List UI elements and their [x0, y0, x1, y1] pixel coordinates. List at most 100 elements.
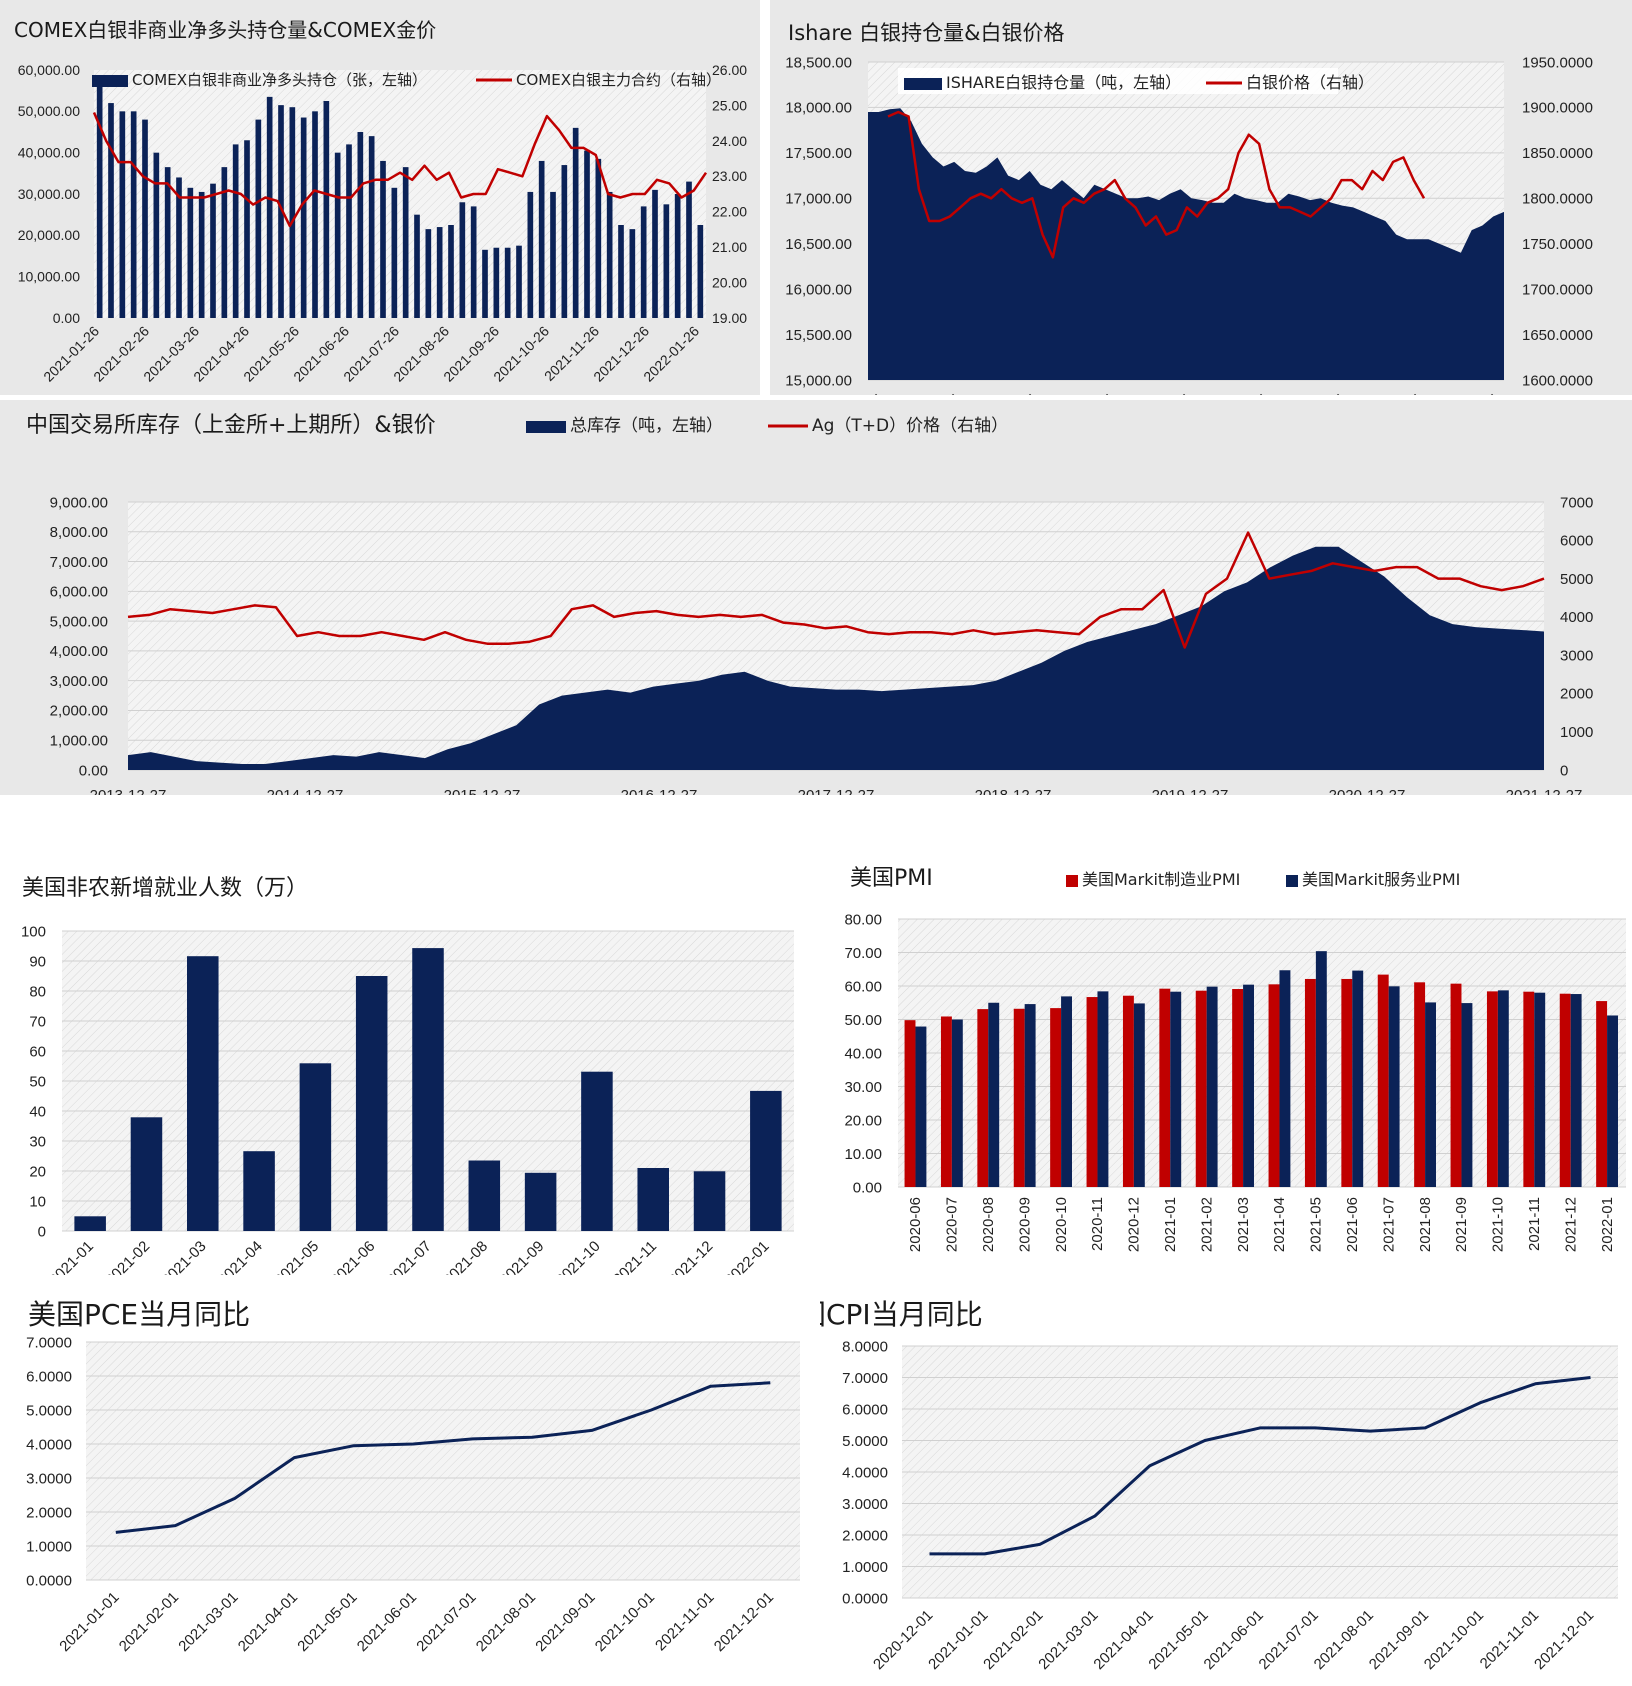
- y-left-tick-label: 6,000.00: [50, 584, 108, 601]
- y-left-tick-label: 17,000.00: [785, 191, 852, 208]
- x-tick-label: 2020-07: [944, 1197, 961, 1252]
- x-tick-label: 2021-11: [610, 1238, 660, 1275]
- y-right-tick-label: 1850.0000: [1522, 145, 1593, 162]
- bar: [130, 111, 137, 318]
- y-left-tick-label: 0.0000: [842, 1590, 888, 1607]
- x-tick-label: 2021-12-01: [1531, 1607, 1597, 1673]
- bar: [436, 227, 443, 318]
- bar: [1341, 978, 1353, 1187]
- y-right-tick-label: 25.00: [712, 97, 747, 113]
- y-left-tick-label: 5.0000: [26, 1402, 72, 1419]
- bar: [425, 229, 432, 318]
- bar: [1086, 997, 1098, 1187]
- y-left-tick-label: 20,000.00: [18, 227, 80, 243]
- y-left-tick-label: 0: [38, 1223, 46, 1240]
- bar: [1352, 970, 1364, 1187]
- x-tick-label: 2021-07: [384, 1238, 435, 1275]
- y-left-tick-label: 30: [29, 1133, 46, 1150]
- bar: [323, 101, 330, 318]
- ishare-chart: Ishare 白银持仓量&白银价格 15,000.00 15,500.00 16,00…: [785, 21, 1593, 395]
- series-line: [929, 1376, 1591, 1556]
- x-tick-label: 2...: [1394, 385, 1419, 395]
- x-tick-label: 2...: [1163, 385, 1188, 395]
- y-right-tick-label: 5000: [1560, 571, 1593, 588]
- legend-item-line: COMEX白银主力合约（右轴）: [516, 71, 721, 89]
- bar: [278, 105, 284, 318]
- y-right-tick-label: 1650.0000: [1522, 327, 1593, 344]
- legend-item-line: Ag（T+D）价格（右轴）: [812, 416, 1008, 436]
- x-tick-label: 2015-12-27: [444, 787, 521, 795]
- x-tick-label: 2...: [855, 385, 880, 395]
- x-tick-label: 2021-09: [496, 1238, 547, 1275]
- bar: [1170, 991, 1182, 1187]
- x-tick-label: 2...: [1086, 385, 1111, 395]
- y-left-tick-label: 50: [29, 1073, 46, 1090]
- bar: [187, 187, 194, 318]
- x-tick-label: 2021-10: [1490, 1197, 1507, 1252]
- bar: [1133, 1003, 1145, 1187]
- bar: [951, 1019, 963, 1187]
- bar: [244, 140, 250, 318]
- bar: [119, 111, 126, 318]
- y-left-tick-label: 7.0000: [842, 1370, 888, 1387]
- y-left-tick-label: 40: [29, 1103, 46, 1120]
- pmi-chart: 美国PMI 美国Markit制造业PMI 美国Markit服务业PMI 0.00 10.…: [844, 866, 1626, 1252]
- bar: [1097, 991, 1109, 1187]
- x-tick-label: 2021-02-01: [116, 1589, 182, 1655]
- y-left-tick-label: 50,000.00: [18, 103, 80, 119]
- x-tick-label: 2021-01: [1162, 1197, 1179, 1252]
- x-tick-label: 2021-04: [215, 1238, 266, 1275]
- x-tick-label: 2021-04: [1271, 1197, 1288, 1252]
- x-tick-label: 2021-07-01: [413, 1589, 479, 1655]
- bar: [459, 202, 466, 318]
- x-tick-label: 2021-11-01: [652, 1589, 717, 1654]
- x-tick-label: 2021-06: [1344, 1197, 1361, 1252]
- bar: [493, 247, 500, 318]
- bar: [346, 144, 352, 318]
- y-left-tick-label: 15,000.00: [785, 372, 852, 389]
- y-left-tick-label: 30,000.00: [18, 186, 80, 202]
- y-left-tick-label: 20: [29, 1163, 46, 1180]
- sge-chart: 中国交易所库存（上金所+上期所）&银价 总库存（吨，左轴） Ag（T+D）价格（右轴…: [26, 413, 1593, 795]
- bar: [448, 225, 454, 318]
- bar: [581, 1071, 613, 1231]
- bar: [1486, 991, 1498, 1187]
- ishare-chart-panel: Ishare 白银持仓量&白银价格 15,000.00 15,500.00 16,00…: [770, 0, 1632, 395]
- y-left-tick-label: 15,500.00: [785, 327, 852, 344]
- bar: [108, 103, 114, 318]
- y-right-tick-label: 1750.0000: [1522, 236, 1593, 253]
- y-left-tick-label: 7.0000: [26, 1334, 72, 1351]
- bar: [74, 1216, 106, 1231]
- bar: [1497, 990, 1509, 1187]
- y-left-tick-label: 0.00: [53, 310, 80, 326]
- bar: [142, 119, 148, 318]
- bar: [750, 1090, 782, 1231]
- legend-item-bars: COMEX白银非商业净多头持仓（张，左轴）: [132, 71, 427, 89]
- y-right-tick-label: 7000: [1560, 494, 1593, 511]
- y-left-tick-label: 3,000.00: [50, 673, 108, 690]
- x-tick-label: 2020-12-27: [1329, 787, 1406, 795]
- y-left-tick-label: 80.00: [844, 911, 882, 928]
- y-left-tick-label: 1,000.00: [50, 732, 108, 749]
- bar: [130, 1117, 163, 1231]
- bar: [243, 1151, 275, 1231]
- bar: [1304, 978, 1316, 1187]
- chart-title: 美国PCE当月同比: [28, 1298, 250, 1331]
- y-left-tick-label: 40.00: [844, 1045, 882, 1062]
- y-left-tick-label: 60.00: [844, 978, 882, 995]
- x-tick-label: 2021-12: [665, 1238, 716, 1275]
- y-left-tick-label: 6.0000: [842, 1401, 888, 1418]
- y-left-tick-label: 70.00: [844, 945, 882, 962]
- bar: [693, 1171, 726, 1231]
- legend-item-services: 美国Markit服务业PMI: [1302, 870, 1460, 889]
- x-tick-label: 2021-10-01: [1421, 1607, 1487, 1673]
- y-left-tick-label: 80: [29, 983, 46, 1000]
- bar: [412, 948, 444, 1231]
- bar: [1596, 1001, 1608, 1187]
- bar: [1377, 974, 1389, 1187]
- x-tick-label: 2019-12-27: [1152, 787, 1229, 795]
- bar: [1159, 988, 1171, 1187]
- legend-item-area: ISHARE白银持仓量（吨，左轴）: [946, 73, 1181, 92]
- bar: [289, 107, 296, 318]
- y-right-tick-label: 1600.0000: [1522, 372, 1593, 389]
